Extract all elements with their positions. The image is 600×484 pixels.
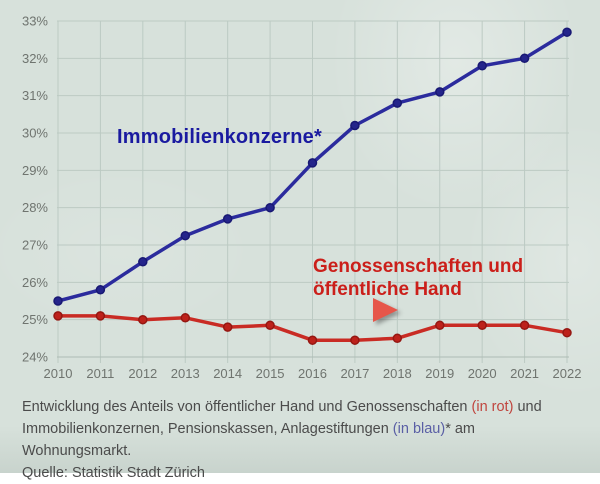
data-point-red (392, 333, 403, 344)
y-axis-tick-label: 31% (22, 88, 48, 103)
y-axis-tick-label: 25% (22, 312, 48, 327)
data-point-blue (477, 61, 487, 71)
x-axis-tick-label: 2014 (213, 366, 242, 381)
figure-caption: Entwicklung des Anteils von öffentlicher… (22, 396, 582, 484)
x-axis-tick-label: 2021 (510, 366, 539, 381)
data-point-red (222, 322, 233, 332)
x-axis-tick-label: 2010 (44, 366, 73, 381)
y-axis-tick-label: 29% (22, 163, 48, 178)
x-axis-tick-label: 2017 (340, 366, 369, 381)
data-point-red (95, 311, 106, 321)
y-axis-tick-label: 30% (22, 126, 48, 141)
x-axis-tick-label: 2011 (86, 366, 114, 381)
line-chart: 2010 2011 2012 2013 2014 2015 2016 2017 2018 2019… (22, 14, 582, 382)
x-axis-tick-label: 2018 (383, 366, 412, 381)
y-axis-tick-label: 27% (22, 238, 48, 253)
data-point-blue (138, 257, 148, 267)
data-point-red (519, 320, 530, 331)
caption-text-4: * am Wohnungsmarkt. (22, 421, 476, 459)
data-point-blue (180, 230, 191, 241)
data-point-blue (222, 214, 233, 224)
data-point-red (180, 313, 191, 323)
data-point-red (53, 311, 63, 321)
x-axis-tick-label: 2016 (298, 366, 327, 381)
series-label-immobilienkonzerne: Immobilienkonzerne* (117, 126, 322, 148)
caption-in-rot: (in rot) (471, 399, 514, 415)
data-point-red (265, 320, 275, 331)
data-point-red (562, 327, 572, 338)
x-axis-tick-label: 2019 (425, 366, 454, 381)
data-point-blue (519, 53, 530, 64)
data-point-red (307, 335, 318, 345)
data-point-blue (95, 285, 106, 295)
data-point-red (138, 314, 148, 325)
series-label-genossenschaften: Genossenschaften und öffentliche Hand (313, 255, 523, 301)
x-axis-tick-label: 2012 (128, 366, 157, 381)
caption-text-3: Immobilienkonzernen, Pensionskassen, Anl… (22, 421, 393, 437)
y-axis-tick-label: 28% (22, 200, 48, 215)
data-point-red (350, 335, 360, 345)
x-axis-tick-label: 2020 (468, 366, 497, 381)
data-point-blue (265, 202, 275, 213)
y-axis-tick-label: 26% (22, 275, 48, 290)
data-point-red (477, 320, 487, 331)
y-axis-tick-label: 24% (22, 350, 48, 365)
y-axis-tick-label: 33% (22, 14, 48, 29)
data-point-blue (53, 296, 63, 306)
y-axis-tick-label: 32% (22, 51, 48, 66)
caption-text-1: Entwicklung des Anteils von öffentlicher… (22, 399, 472, 415)
x-axis-tick-label: 2013 (171, 366, 200, 381)
series-label-genossenschaften-line2: öffentliche Hand (313, 279, 462, 300)
caption-in-blau: (in blau) (392, 421, 446, 437)
caption-text-2: und (513, 399, 542, 415)
data-point-red (435, 320, 445, 331)
series-label-genossenschaften-line1: Genossenschaften und (313, 256, 524, 277)
x-axis-tick-label: 2022 (553, 366, 582, 381)
data-point-blue (562, 27, 572, 37)
data-point-blue (435, 87, 445, 97)
x-axis-tick-label: 2015 (256, 366, 285, 381)
chart-canvas: 2010 2011 2012 2013 2014 2015 2016 2017 2018 2019… (22, 14, 582, 382)
caption-source: Quelle: Statistik Stadt Zürich (22, 465, 205, 481)
data-point-blue (307, 158, 318, 168)
data-point-blue (392, 98, 403, 108)
data-point-blue (350, 120, 360, 131)
triangle-right-icon (373, 298, 398, 322)
